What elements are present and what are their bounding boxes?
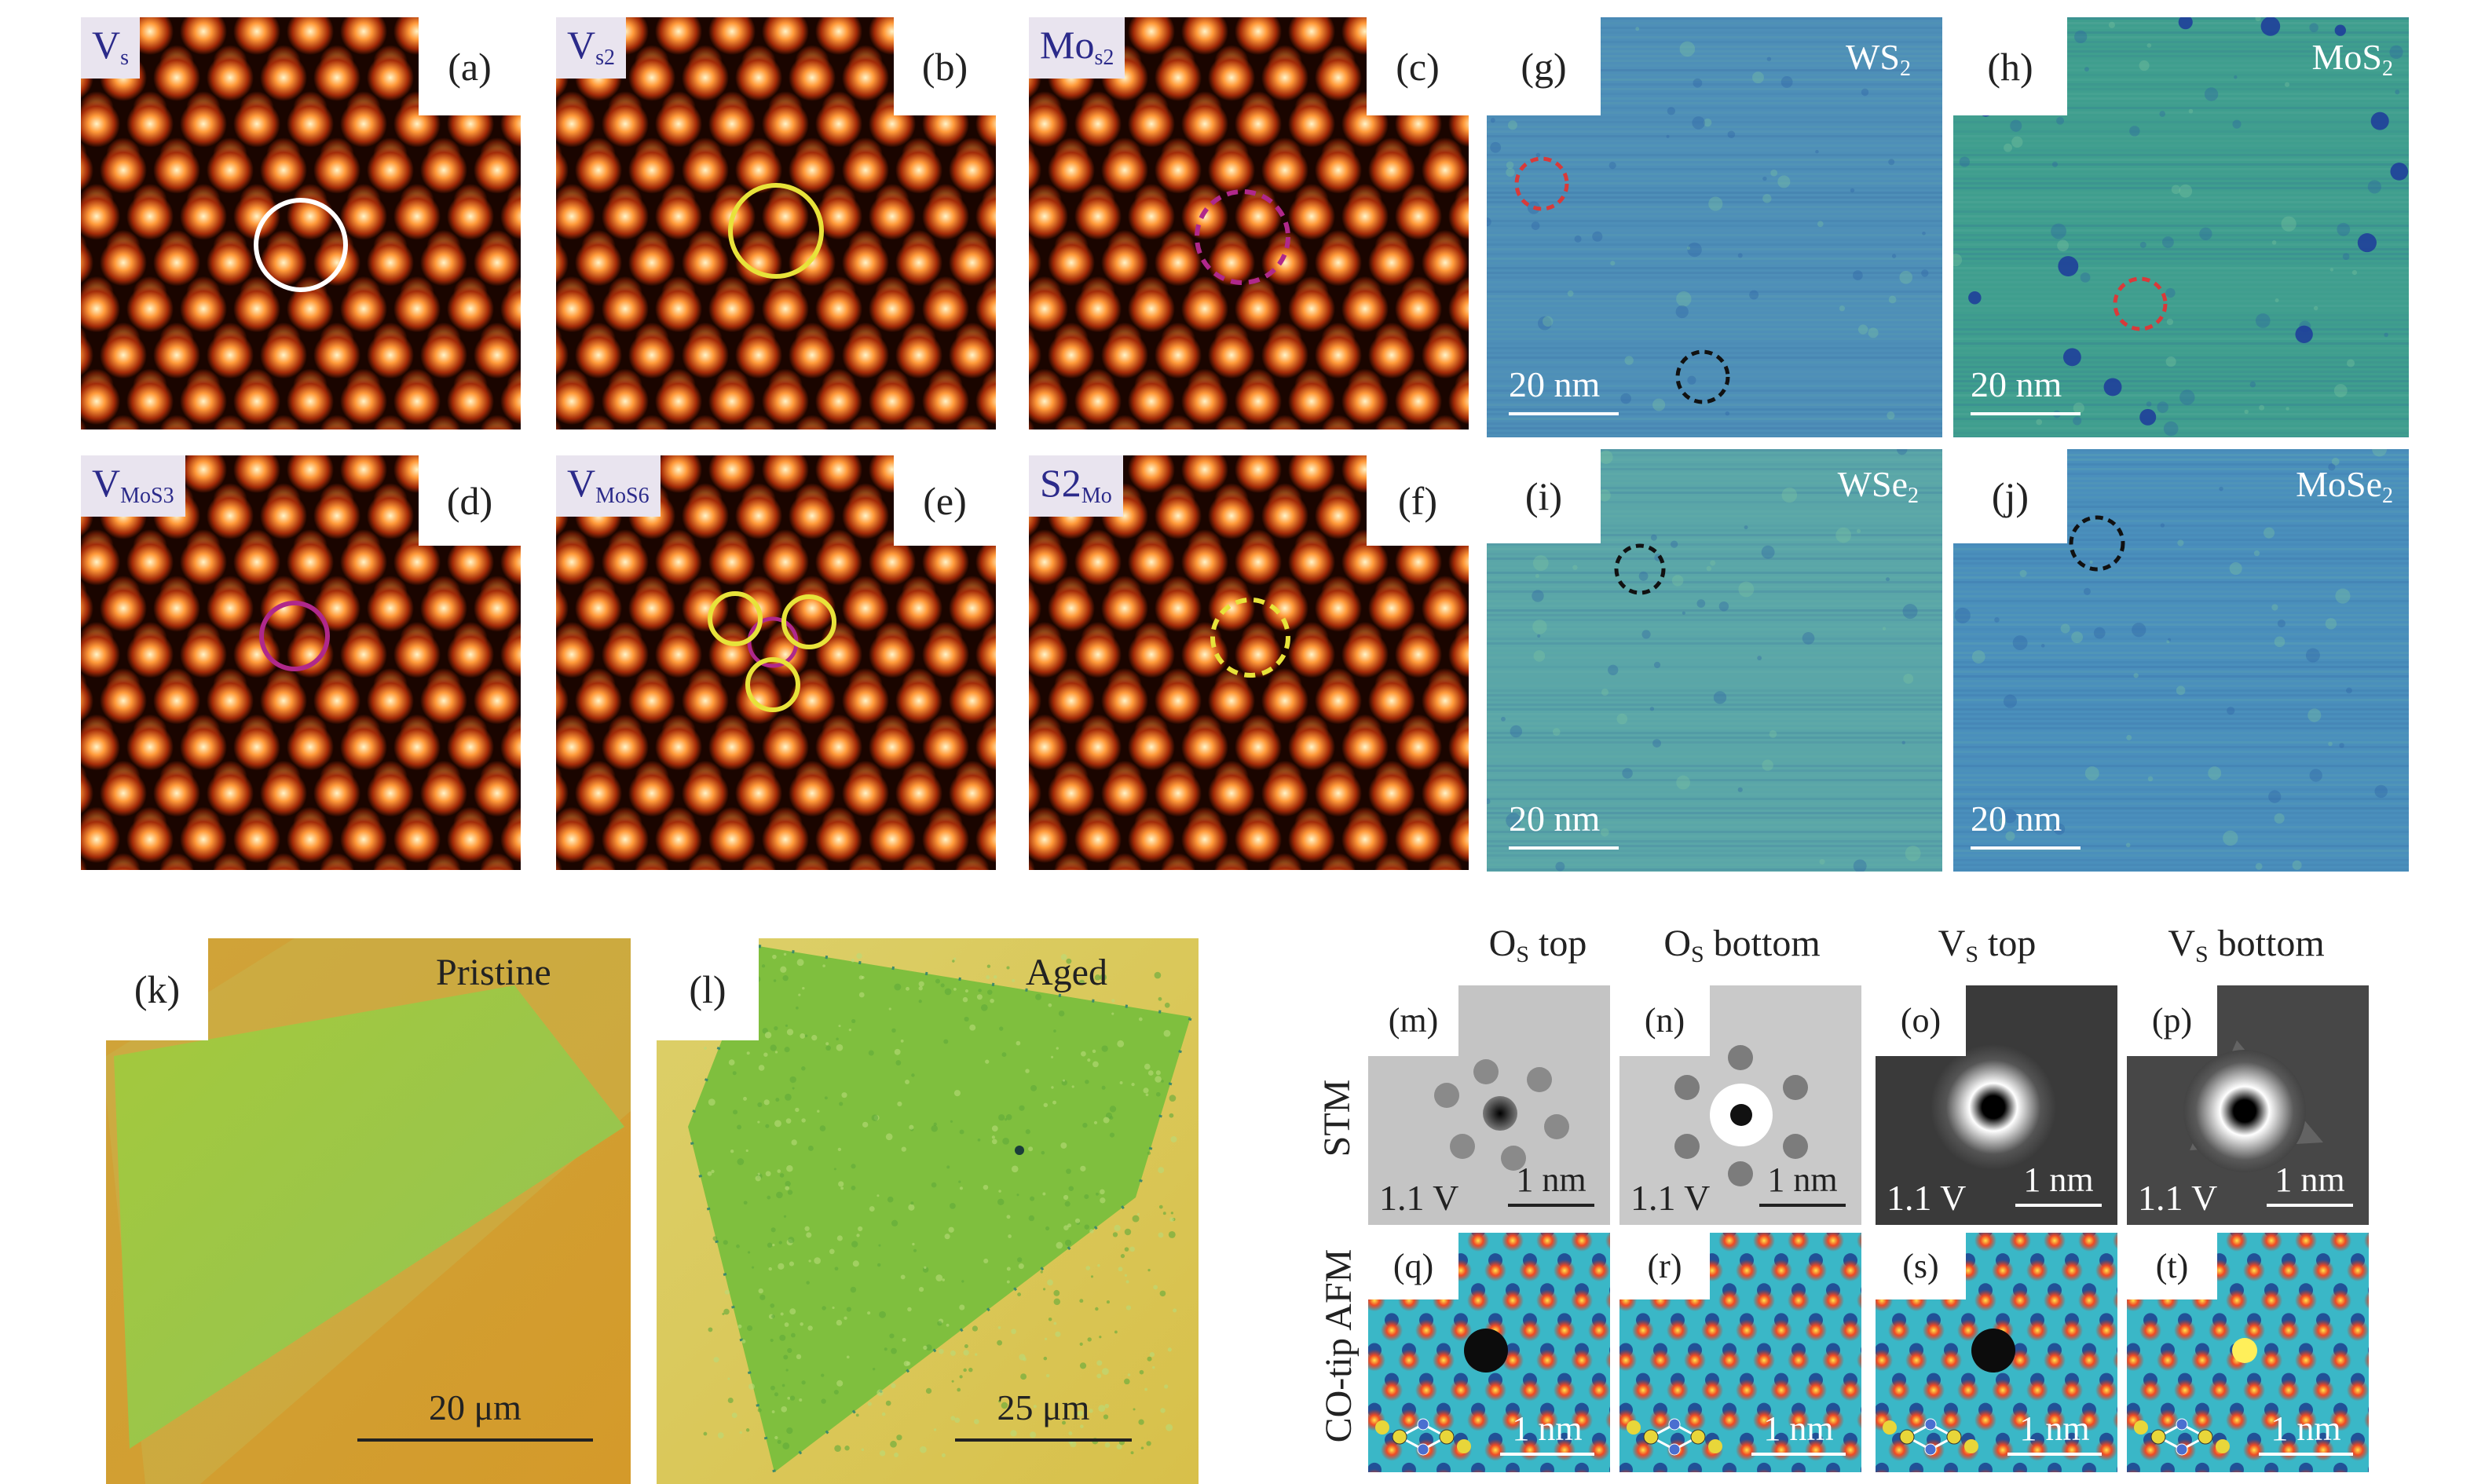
panel-label-f: S2Mo — [1029, 455, 1123, 517]
haadf-image-c — [1029, 17, 1469, 429]
panel-h: (h) MoS2 20 nm — [1953, 17, 2409, 437]
scalebar-h: 20 nm — [1971, 367, 2081, 415]
defect-circle-i — [1614, 543, 1666, 595]
panel-title-i: WSe2 — [1837, 464, 1919, 508]
scalebar-t: 1 nm — [2259, 1412, 2353, 1456]
panel-tag-i: (i) — [1487, 449, 1601, 543]
defect-circle-h — [2113, 276, 2168, 331]
panel-title-j: MoSe2 — [2296, 464, 2393, 508]
bias-p: 1.1 V — [2138, 1178, 2218, 1218]
panel-title-g: WS2 — [1846, 37, 1911, 81]
panel-s: (s) 1 nm — [1876, 1233, 2117, 1472]
panel-b: Vs2 (b) — [556, 17, 996, 429]
scalebar-r: 1 nm — [1751, 1412, 1846, 1456]
column-header-os-top: OS top — [1488, 923, 1587, 967]
panel-title-l: Aged — [1026, 952, 1107, 993]
panel-l: (l) Aged 25 μm — [657, 938, 1199, 1484]
panel-g: (g) WS2 20 nm — [1487, 17, 1942, 437]
panel-tag-r: (r) — [1619, 1233, 1710, 1299]
panel-tag-f: (f) — [1367, 455, 1469, 546]
scalebar-k: 20 μm — [357, 1390, 593, 1442]
scalebar-l: 25 μm — [955, 1390, 1132, 1442]
panel-m: (m) 1.1 V 1 nm — [1368, 985, 1610, 1225]
panel-tag-p: (p) — [2127, 985, 2217, 1056]
defect-circle-a — [254, 198, 348, 292]
scalebar-n: 1 nm — [1759, 1163, 1846, 1207]
panel-tag-d: (d) — [419, 455, 521, 546]
panel-label-c: Mos2 — [1029, 17, 1125, 79]
defect-circle-b — [728, 183, 824, 279]
bias-m: 1.1 V — [1379, 1178, 1459, 1218]
stm-image-o — [1876, 985, 2117, 1225]
bias-o: 1.1 V — [1887, 1178, 1967, 1218]
panel-title-h: MoS2 — [2311, 37, 2393, 81]
panel-label-a: Vs — [81, 17, 141, 79]
optical-image-k — [106, 938, 631, 1484]
row-header-afm: CO-tip AFM — [1318, 1248, 1360, 1443]
panel-tag-s: (s) — [1876, 1233, 1966, 1299]
panel-tag-k: (k) — [106, 938, 208, 1040]
scalebar-g: 20 nm — [1509, 367, 1619, 415]
panel-tag-e: (e) — [894, 455, 996, 546]
panel-tag-o: (o) — [1876, 985, 1966, 1056]
panel-j: (j) MoSe2 20 nm — [1953, 449, 2409, 872]
panel-o: (o) 1.1 V 1 nm — [1876, 985, 2117, 1225]
defect-circles-g — [1514, 156, 1730, 404]
panel-c: Mos2 (c) — [1029, 17, 1469, 429]
panel-d: VMoS3 (d) — [81, 455, 521, 870]
panel-k: (k) Pristine 20 μm — [106, 938, 631, 1484]
defect-circle-j — [2069, 515, 2125, 572]
defect-circle-c — [1195, 189, 1290, 285]
bias-n: 1.1 V — [1630, 1178, 1711, 1218]
scalebar-s: 1 nm — [2007, 1412, 2102, 1456]
panel-q: (q) 1 nm — [1368, 1233, 1610, 1472]
panel-tag-m: (m) — [1368, 985, 1458, 1056]
row-header-stm: STM — [1316, 1079, 1358, 1157]
scalebar-q: 1 nm — [1500, 1412, 1594, 1456]
defect-circle-f — [1210, 598, 1290, 678]
stm-image-i — [1487, 449, 1942, 872]
panel-tag-t: (t) — [2127, 1233, 2217, 1299]
panel-tag-q: (q) — [1368, 1233, 1458, 1299]
panel-r: (r) 1 nm — [1619, 1233, 1861, 1472]
panel-tag-n: (n) — [1619, 985, 1710, 1056]
panel-t: (t) 1 nm — [2127, 1233, 2369, 1472]
scalebar-o: 1 nm — [2015, 1163, 2102, 1207]
column-header-os-bottom: OS bottom — [1663, 923, 1821, 967]
panel-p: (p) 1.1 V 1 nm — [2127, 985, 2369, 1225]
panel-tag-g: (g) — [1487, 17, 1601, 115]
panel-tag-b: (b) — [894, 17, 996, 115]
panel-title-k: Pristine — [436, 952, 551, 993]
haadf-image-d — [81, 455, 521, 870]
defect-circle-d — [259, 601, 330, 671]
column-header-vs-top: VS top — [1938, 923, 2037, 967]
panel-tag-c: (c) — [1367, 17, 1469, 115]
aged-texture-dots — [703, 952, 1177, 1457]
panel-label-e: VMoS6 — [556, 455, 661, 517]
panel-tag-l: (l) — [657, 938, 759, 1040]
defect-circles-e — [708, 591, 836, 712]
scalebar-m: 1 nm — [1508, 1163, 1594, 1207]
panel-i: (i) WSe2 20 nm — [1487, 449, 1942, 872]
panel-a: Vs (a) — [81, 17, 521, 429]
panel-tag-j: (j) — [1953, 449, 2067, 543]
panel-label-d: VMoS3 — [81, 455, 185, 517]
panel-e: VMoS6 (e) — [556, 455, 996, 870]
column-header-vs-bottom: VS bottom — [2168, 923, 2325, 967]
panel-tag-h: (h) — [1953, 17, 2067, 115]
scalebar-j: 20 nm — [1971, 801, 2081, 850]
scalebar-p: 1 nm — [2267, 1163, 2353, 1207]
panel-n: (n) 1.1 V 1 nm — [1619, 985, 1861, 1225]
scalebar-i: 20 nm — [1509, 801, 1619, 850]
panel-tag-a: (a) — [419, 17, 521, 115]
panel-label-b: Vs2 — [556, 17, 627, 79]
panel-f: S2Mo (f) — [1029, 455, 1469, 870]
